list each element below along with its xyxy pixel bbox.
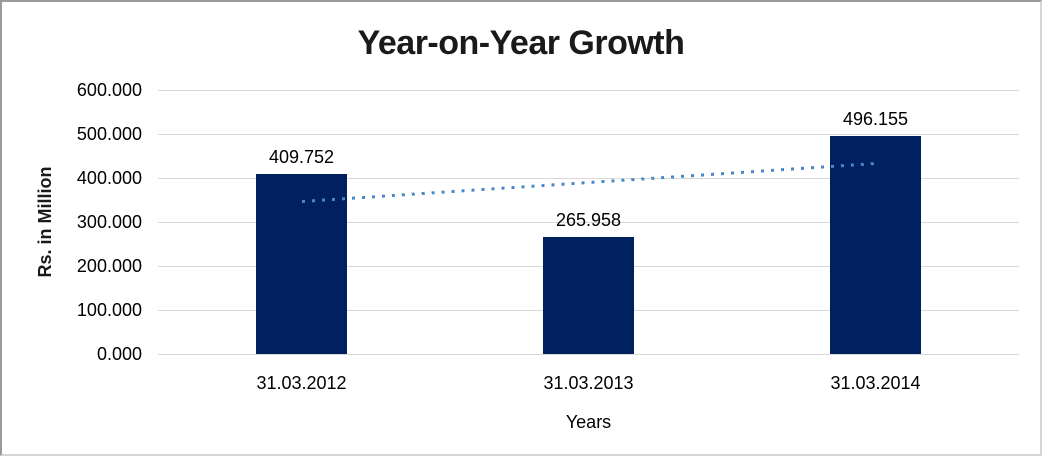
bar [830,135,921,354]
y-tick-label: 0.000 [96,344,142,364]
bar-value-label: 496.155 [842,108,909,129]
gridline [158,89,1019,91]
y-axis-tick-labels: 0.000 100.000 200.000 300.000 400.000 500.000… [2,80,142,364]
y-tick-label: 400.000 [76,168,142,188]
gridline [158,353,1019,355]
bar-value-label: 265.958 [555,209,622,230]
x-axis-title: Years [565,412,612,432]
gridline [158,133,1019,135]
chart-title: Year-on-Year Growth [357,24,685,62]
x-tick-label: 31.03.2012 [256,373,347,393]
x-tick-label: 31.03.2013 [543,373,634,393]
y-tick-label: 600.000 [76,80,142,100]
plot-area: 409.752 265.958 496.155 [158,89,1019,355]
bar [256,173,347,354]
y-tick-label: 100.000 [76,300,142,320]
trendline [301,161,876,203]
bar-value-label: 409.752 [268,146,335,167]
y-tick-label: 500.000 [76,124,142,144]
gridline [158,177,1019,179]
x-tick-label: 31.03.2014 [830,373,921,393]
y-tick-label: 200.000 [76,256,142,276]
gridline [158,221,1019,223]
bar [543,236,634,354]
x-axis-tick-labels: 31.03.2012 31.03.2013 31.03.2014 [158,372,1019,394]
y-tick-label: 300.000 [76,212,142,232]
